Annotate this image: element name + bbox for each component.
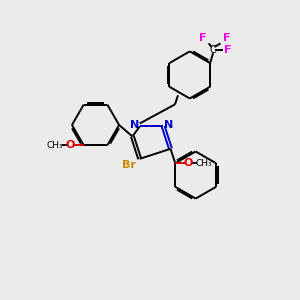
Text: C: C bbox=[210, 45, 217, 55]
Text: N: N bbox=[130, 120, 139, 130]
Text: CH₃: CH₃ bbox=[47, 141, 64, 150]
Text: CH₃: CH₃ bbox=[196, 159, 212, 168]
Text: O: O bbox=[66, 140, 75, 150]
Text: F: F bbox=[224, 45, 232, 55]
Text: Br: Br bbox=[122, 160, 136, 170]
Text: N: N bbox=[164, 120, 173, 130]
Text: F: F bbox=[199, 32, 206, 43]
Text: O: O bbox=[184, 158, 193, 168]
Text: F: F bbox=[223, 32, 230, 43]
